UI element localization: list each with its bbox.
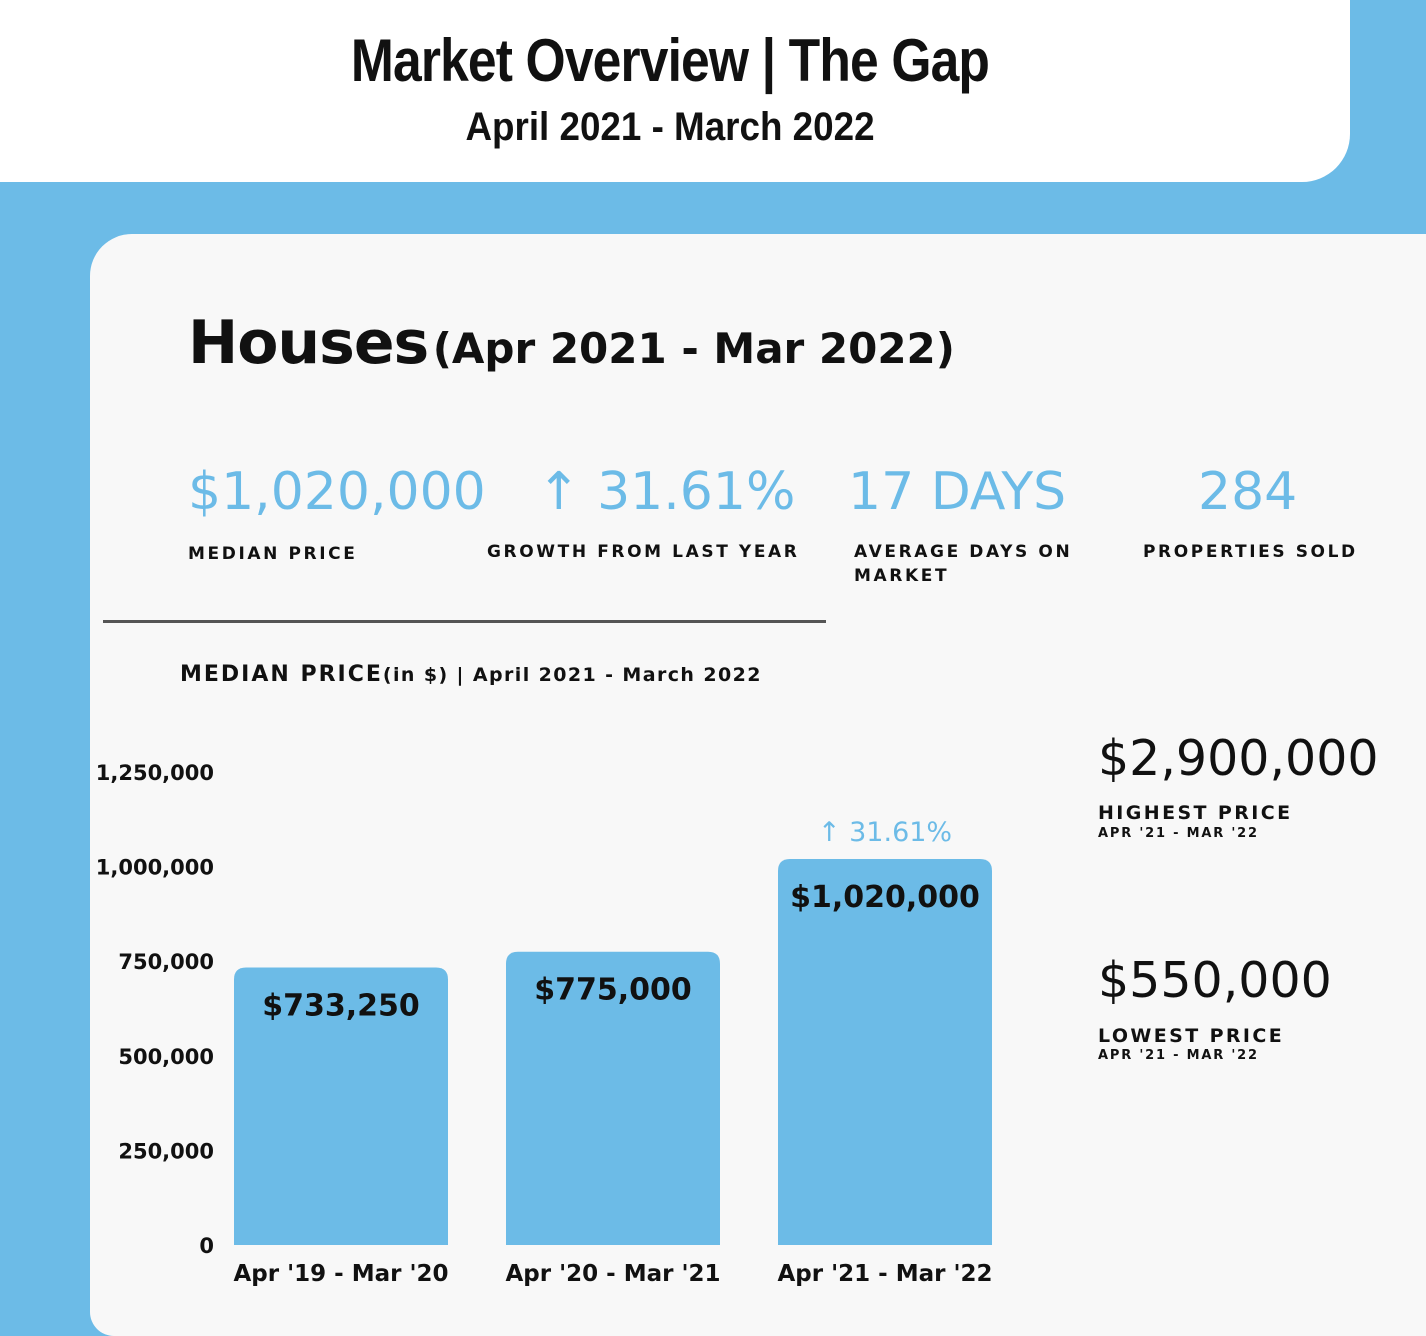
bar-value-label: $733,250 — [262, 989, 420, 1024]
highest-price-label: HIGHEST PRICE — [1098, 802, 1293, 824]
growth-value: ↑ 31.61% — [537, 462, 796, 522]
properties-sold-label: PROPERTIES SOLD — [1143, 542, 1358, 562]
lowest-price-period: APR '21 - MAR '22 — [1098, 1048, 1259, 1063]
section-range: (Apr 2021 - Mar 2022) — [432, 324, 955, 373]
y-axis: 0 250,000 500,000 750,000 1,000,000 1,250,000 — [96, 761, 214, 1258]
bar — [234, 967, 448, 1245]
chart-title: MEDIAN PRICE(in $) | April 2021 - March … — [180, 662, 762, 687]
y-tick-label: 1,250,000 — [96, 761, 214, 785]
y-tick-label: 1,000,000 — [96, 856, 214, 880]
chart-title-range: | April 2021 - March 2022 — [448, 664, 762, 686]
bar-value-label: $775,000 — [534, 973, 692, 1008]
divider — [103, 620, 826, 623]
x-tick-label: Apr '20 - Mar '21 — [505, 1261, 720, 1287]
median-price-label: MEDIAN PRICE — [188, 544, 358, 564]
highest-price-period: APR '21 - MAR '22 — [1098, 826, 1259, 841]
y-tick-label: 750,000 — [118, 950, 214, 974]
median-price-value: $1,020,000 — [188, 462, 486, 522]
lowest-price-value: $550,000 — [1098, 952, 1332, 1009]
growth-annotation: ↑ 31.61% — [818, 817, 952, 848]
header-banner: Market Overview | The Gap April 2021 - M… — [0, 0, 1350, 182]
x-tick-label: Apr '19 - Mar '20 — [233, 1261, 448, 1287]
chart-title-main: MEDIAN PRICE — [180, 662, 383, 687]
page-subtitle: April 2021 - March 2022 — [465, 105, 875, 149]
x-tick-label: Apr '21 - Mar '22 — [777, 1261, 992, 1287]
highest-price-value: $2,900,000 — [1098, 730, 1379, 787]
section-title: Houses — [188, 308, 429, 378]
bar-value-label: $1,020,000 — [790, 880, 980, 915]
lowest-price-label: LOWEST PRICE — [1098, 1025, 1285, 1047]
bar — [778, 859, 992, 1245]
page-title: Market Overview | The Gap — [350, 27, 990, 94]
properties-sold-value: 284 — [1198, 462, 1298, 522]
days-on-market-value: 17 DAYS — [848, 462, 1067, 522]
section-heading: Houses (Apr 2021 - Mar 2022) — [188, 308, 955, 378]
bars: $733,250 Apr '19 - Mar '20 $775,000 Apr '20… — [233, 817, 992, 1287]
y-tick-label: 0 — [199, 1234, 214, 1258]
growth-label: GROWTH FROM LAST YEAR — [487, 542, 800, 562]
chart-title-unit: (in $) — [382, 664, 449, 686]
bar — [506, 951, 720, 1245]
days-on-market-label: AVERAGE DAYS ON MARKET — [854, 542, 1073, 586]
y-tick-label: 500,000 — [118, 1045, 214, 1069]
y-tick-label: 250,000 — [118, 1139, 214, 1163]
